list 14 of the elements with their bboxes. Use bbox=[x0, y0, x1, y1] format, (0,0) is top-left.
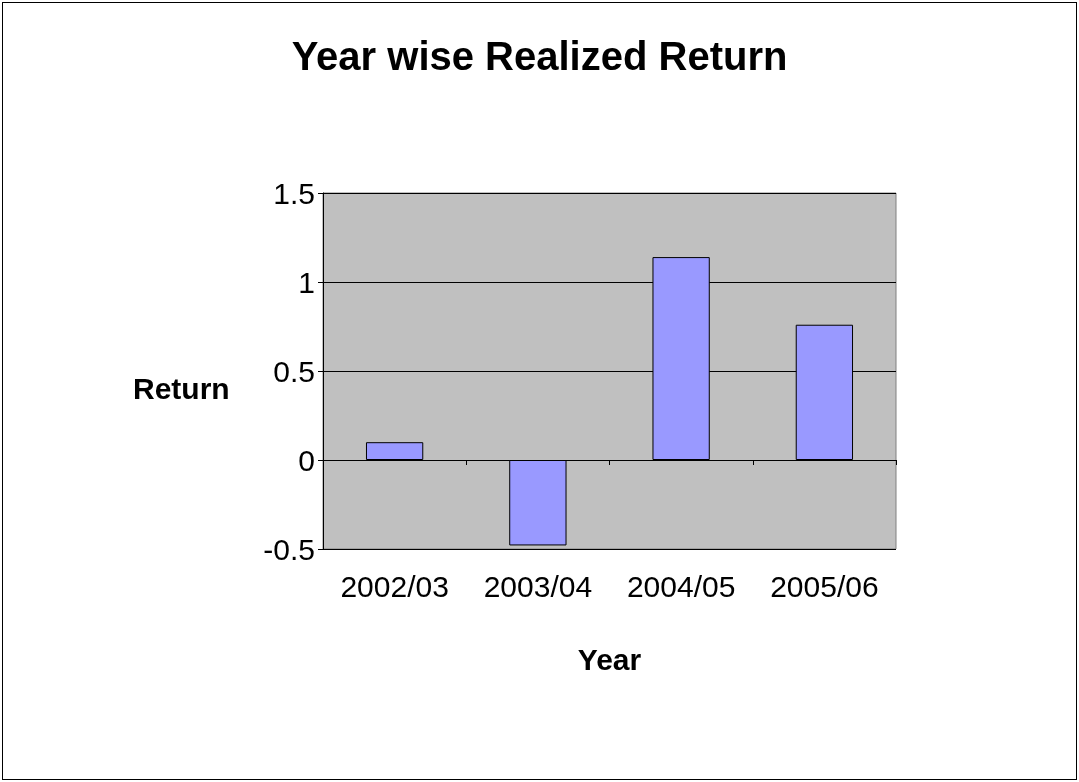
y-tick-label: 0 bbox=[298, 443, 315, 477]
bar bbox=[509, 460, 567, 546]
x-tick-label: 2003/04 bbox=[483, 569, 593, 603]
x-tick-label: 2002/03 bbox=[340, 569, 449, 603]
bar bbox=[365, 442, 424, 460]
y-axis-title: Return bbox=[133, 371, 230, 405]
y-tick-label: 1 bbox=[298, 265, 315, 299]
x-axis-title: Year bbox=[577, 642, 642, 676]
x-tick-label: 2005/06 bbox=[770, 569, 879, 603]
y-tick-label: 1.5 bbox=[273, 176, 315, 210]
y-tick-label: 0.5 bbox=[273, 354, 315, 388]
chart-title: Year wise Realized Return bbox=[291, 34, 788, 78]
x-tick-label: 2004/05 bbox=[626, 569, 736, 603]
y-tick-label: -0.5 bbox=[263, 532, 315, 566]
